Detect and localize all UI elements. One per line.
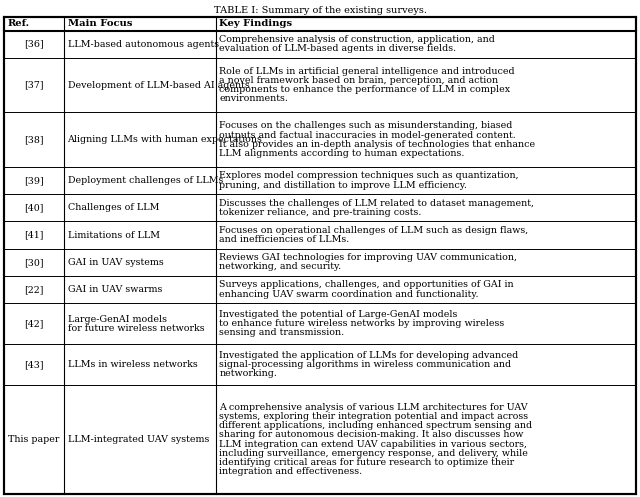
Text: GAI in UAV systems: GAI in UAV systems [68,258,163,267]
Text: Focuses on the challenges such as misunderstanding, biased: Focuses on the challenges such as misund… [220,121,513,130]
Text: environments.: environments. [220,94,288,103]
Text: Development of LLM-based AI agents: Development of LLM-based AI agents [68,81,250,89]
Text: Investigated the potential of Large-GenAI models: Investigated the potential of Large-GenA… [220,310,458,319]
Text: TABLE I: Summary of the existing surveys.: TABLE I: Summary of the existing surveys… [214,6,426,15]
Text: outputs and factual inaccuracies in model-generated content.: outputs and factual inaccuracies in mode… [220,131,516,140]
Text: Key Findings: Key Findings [220,19,292,28]
Text: [36]: [36] [24,40,44,49]
Text: Large-GenAI models: Large-GenAI models [68,315,166,324]
Text: Limitations of LLM: Limitations of LLM [68,231,159,240]
Text: Investigated the application of LLMs for developing advanced: Investigated the application of LLMs for… [220,351,518,360]
Text: Main Focus: Main Focus [68,19,132,28]
Text: Discusses the challenges of LLM related to dataset management,: Discusses the challenges of LLM related … [220,199,534,208]
Text: systems, exploring their integration potential and impact across: systems, exploring their integration pot… [220,412,529,421]
Text: for future wireless networks: for future wireless networks [68,324,204,332]
Text: integration and effectiveness.: integration and effectiveness. [220,467,362,476]
Text: components to enhance the performance of LLM in complex: components to enhance the performance of… [220,85,510,94]
Text: Explores model compression techniques such as quantization,: Explores model compression techniques su… [220,171,519,180]
Text: Reviews GAI technologies for improving UAV communication,: Reviews GAI technologies for improving U… [220,253,517,262]
Text: Comprehensive analysis of construction, application, and: Comprehensive analysis of construction, … [220,35,495,44]
Text: to enhance future wireless networks by improving wireless: to enhance future wireless networks by i… [220,319,504,328]
Text: networking.: networking. [220,369,277,378]
Text: sharing for autonomous decision-making. It also discusses how: sharing for autonomous decision-making. … [220,430,524,439]
Text: including surveillance, emergency response, and delivery, while: including surveillance, emergency respon… [220,449,528,458]
Text: networking, and security.: networking, and security. [220,262,341,271]
Text: pruning, and distillation to improve LLM efficiency.: pruning, and distillation to improve LLM… [220,180,467,190]
Text: [30]: [30] [24,258,44,267]
Text: GAI in UAV swarms: GAI in UAV swarms [68,285,162,294]
Text: [22]: [22] [24,285,44,294]
Text: LLM-based autonomous agents: LLM-based autonomous agents [68,40,219,49]
Text: This paper: This paper [8,435,60,444]
Text: sensing and transmission.: sensing and transmission. [220,329,344,337]
Text: and inefficiencies of LLMs.: and inefficiencies of LLMs. [220,235,349,244]
Text: tokenizer reliance, and pre-training costs.: tokenizer reliance, and pre-training cos… [220,208,422,217]
Text: [40]: [40] [24,203,44,212]
Text: LLM alignments according to human expectations.: LLM alignments according to human expect… [220,149,465,158]
Text: evaluation of LLM-based agents in diverse fields.: evaluation of LLM-based agents in divers… [220,44,456,53]
Text: Role of LLMs in artificial general intelligence and introduced: Role of LLMs in artificial general intel… [220,67,515,76]
Text: [38]: [38] [24,135,44,144]
Text: [39]: [39] [24,176,44,185]
Text: LLM integration can extend UAV capabilities in various sectors,: LLM integration can extend UAV capabilit… [220,439,527,449]
Text: Aligning LLMs with human expectations: Aligning LLMs with human expectations [68,135,262,144]
Text: Surveys applications, challenges, and opportunities of GAI in: Surveys applications, challenges, and op… [220,280,514,289]
Text: Challenges of LLM: Challenges of LLM [68,203,159,212]
Text: enhancing UAV swarm coordination and functionality.: enhancing UAV swarm coordination and fun… [220,290,479,299]
Text: a novel framework based on brain, perception, and action: a novel framework based on brain, percep… [220,76,499,85]
Text: Focuses on operational challenges of LLM such as design flaws,: Focuses on operational challenges of LLM… [220,226,529,235]
Text: Deployment challenges of LLMs: Deployment challenges of LLMs [68,176,223,185]
Text: [42]: [42] [24,319,44,328]
Text: signal-processing algorithms in wireless communication and: signal-processing algorithms in wireless… [220,360,511,369]
Text: LLMs in wireless networks: LLMs in wireless networks [68,360,197,369]
Text: identifying critical areas for future research to optimize their: identifying critical areas for future re… [220,458,515,467]
Text: A comprehensive analysis of various LLM architectures for UAV: A comprehensive analysis of various LLM … [220,403,528,412]
Text: It also provides an in-depth analysis of technologies that enhance: It also provides an in-depth analysis of… [220,140,535,149]
Text: [41]: [41] [24,231,44,240]
Text: different applications, including enhanced spectrum sensing and: different applications, including enhanc… [220,421,532,430]
Text: Ref.: Ref. [8,19,29,28]
Text: [37]: [37] [24,81,44,89]
Text: [43]: [43] [24,360,44,369]
Text: LLM-integrated UAV systems: LLM-integrated UAV systems [68,435,209,444]
